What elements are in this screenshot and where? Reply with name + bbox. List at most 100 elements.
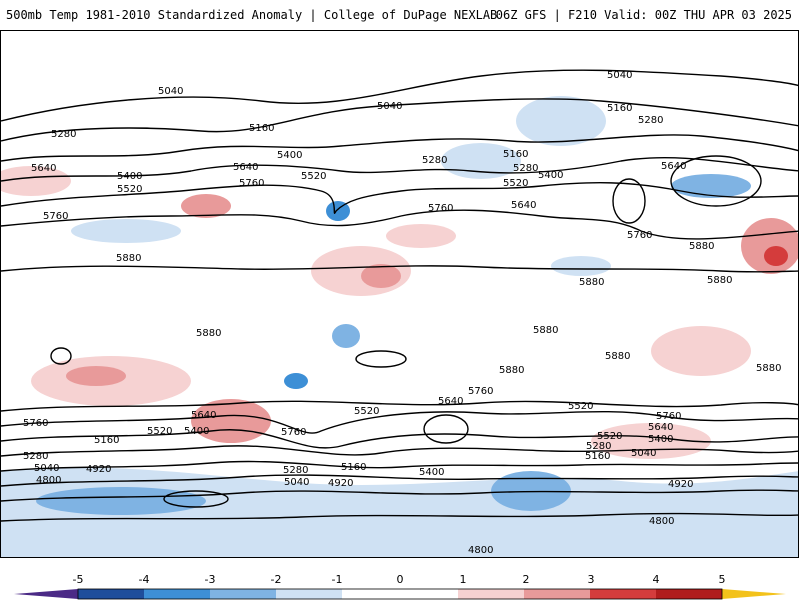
- greenland-blue-patch: [516, 96, 606, 146]
- colorbar-tick-label: 5: [719, 573, 726, 586]
- colorbar-segment: [524, 589, 590, 599]
- contour-label: 5040: [607, 70, 632, 81]
- colorbar-tick-label: 2: [523, 573, 530, 586]
- contour-label: 5400: [648, 434, 673, 445]
- colorbar-tick-label: 3: [588, 573, 595, 586]
- header: 500mb Temp 1981-2010 Standardized Anomal…: [0, 0, 800, 30]
- contour-label: 5280: [422, 155, 447, 166]
- colorbar-segment: [400, 589, 458, 599]
- south-america-blue-patch: [491, 471, 571, 511]
- contour-label: 5160: [607, 103, 632, 114]
- contour-label: 5640: [511, 200, 536, 211]
- contour-line: [1, 410, 798, 434]
- contour-label: 5640: [438, 396, 463, 407]
- contour-label: 4920: [86, 464, 111, 475]
- africa-warm-patch: [651, 326, 751, 376]
- colorbar-svg: -5 -4 -3 -2 -1 0 1 2 3 4 5: [14, 573, 786, 600]
- contour-label: 4920: [668, 479, 693, 490]
- equatorial-blue-patch: [332, 324, 360, 348]
- contour-label: 5760: [23, 418, 48, 429]
- contour-label: 5400: [184, 426, 209, 437]
- colorbar-tick-label: -1: [332, 573, 343, 586]
- contour-label: 5880: [689, 241, 714, 252]
- siberia-blue-patch: [671, 174, 751, 198]
- contour-label: 5640: [233, 162, 258, 173]
- contour-label: 5400: [277, 150, 302, 161]
- contour-label: 5760: [239, 178, 264, 189]
- contour-label: 4800: [468, 545, 493, 556]
- contour-label: 5400: [538, 170, 563, 181]
- colorbar-tick-label: -5: [73, 573, 84, 586]
- contour-label: 5640: [661, 161, 686, 172]
- run-info: 06Z GFS | F210 Valid: 00Z THU APR 03 202…: [495, 8, 792, 22]
- contour-label: 5760: [627, 230, 652, 241]
- contour-label: 5280: [51, 129, 76, 140]
- colorbar-tick-label: 0: [397, 573, 404, 586]
- colorbar-segment: [458, 589, 524, 599]
- contour-label: 5880: [196, 328, 221, 339]
- east-asia-warm-core: [764, 246, 788, 266]
- contour-line: [1, 400, 798, 412]
- antarctic-blue-patch: [36, 487, 206, 515]
- contour-line: [1, 445, 798, 457]
- atlantic-blue-patch: [551, 256, 611, 276]
- contour-label: 5400: [419, 467, 444, 478]
- closed-contour: [355, 350, 407, 368]
- contour-label: 5880: [116, 253, 141, 264]
- contour-label: 5520: [503, 178, 528, 189]
- pacific-warm-core: [361, 264, 401, 288]
- contour-label: 5520: [597, 431, 622, 442]
- contour-line: [1, 474, 798, 487]
- indian-ocean-warm-core: [66, 366, 126, 386]
- china-warm-patch: [181, 194, 231, 218]
- chart-title: 500mb Temp 1981-2010 Standardized Anomal…: [6, 8, 498, 22]
- colorbar-over-segment: [722, 589, 786, 599]
- colorbar-segment: [276, 589, 342, 599]
- contour-label: 4800: [649, 516, 674, 527]
- contour-label: 4800: [36, 475, 61, 486]
- contour-label: 5280: [586, 441, 611, 452]
- colorbar-ticks: -5 -4 -3 -2 -1 0 1 2 3 4 5: [73, 573, 726, 586]
- colorbar-segment: [210, 589, 276, 599]
- contour-label: 5040: [284, 477, 309, 488]
- south-pacific-blue-patch: [284, 373, 308, 389]
- north-america-warm-patch: [386, 224, 456, 248]
- contour-label: 5160: [94, 435, 119, 446]
- contour-label: 5520: [354, 406, 379, 417]
- contour-label: 5280: [513, 163, 538, 174]
- asia-blue-patch: [71, 219, 181, 243]
- contour-line: [1, 512, 798, 522]
- contour-label: 5520: [568, 401, 593, 412]
- contour-label: 5880: [707, 275, 732, 286]
- contour-line: [1, 134, 798, 162]
- colorbar-tick-label: 4: [653, 573, 660, 586]
- contour-label: 5040: [631, 448, 656, 459]
- contour-label: 5880: [499, 365, 524, 376]
- contour-label: 5040: [377, 101, 402, 112]
- colorbar-segment: [342, 589, 400, 599]
- colorbar-tick-label: -4: [139, 573, 150, 586]
- contour-label: 5640: [191, 410, 216, 421]
- colorbar-under-segment: [14, 589, 78, 599]
- contour-line: [1, 265, 798, 273]
- closed-contour: [612, 178, 646, 224]
- pacific-blue-low: [326, 201, 350, 221]
- closed-contour: [163, 490, 229, 508]
- colorbar-tick-label: -3: [205, 573, 216, 586]
- anomaly-map: 5040 5040 5040 5160 5280 5160 5280 5400 …: [1, 31, 798, 557]
- colorbar-segments: [14, 588, 786, 600]
- height-contours: [1, 69, 798, 522]
- contour-line: [1, 460, 798, 472]
- contour-line: [1, 489, 798, 502]
- contour-line: [1, 156, 798, 182]
- contour-label: 5880: [756, 363, 781, 374]
- closed-contour: [670, 155, 762, 207]
- colorbar-outline: [77, 588, 723, 600]
- contour-line: [1, 429, 798, 449]
- contour-label-group: 5040 5040 5040 5160 5280 5160 5280 5400 …: [23, 70, 781, 556]
- contour-line: [1, 69, 798, 122]
- contour-label: 5640: [648, 422, 673, 433]
- contour-label: 5040: [34, 463, 59, 474]
- contour-label: 5760: [428, 203, 453, 214]
